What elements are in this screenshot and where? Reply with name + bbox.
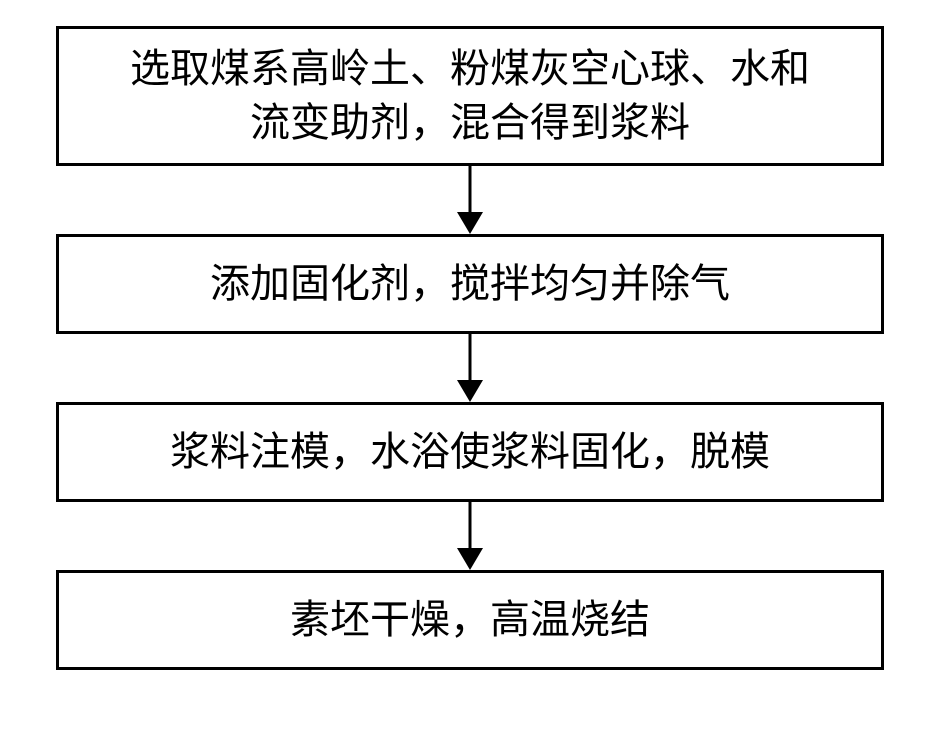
flow-node-n1: 选取煤系高岭土、粉煤灰空心球、水和 流变助剂，混合得到浆料 [56, 26, 884, 166]
flowchart-canvas: 选取煤系高岭土、粉煤灰空心球、水和 流变助剂，混合得到浆料添加固化剂，搅拌均匀并… [0, 0, 947, 751]
flow-arrow-3 [453, 502, 487, 570]
flow-arrow-1 [453, 166, 487, 234]
flow-node-n3: 浆料注模，水浴使浆料固化，脱模 [56, 402, 884, 502]
flow-node-n4: 素坯干燥，高温烧结 [56, 570, 884, 670]
flow-node-n2: 添加固化剂，搅拌均匀并除气 [56, 234, 884, 334]
flow-arrow-2 [453, 334, 487, 402]
